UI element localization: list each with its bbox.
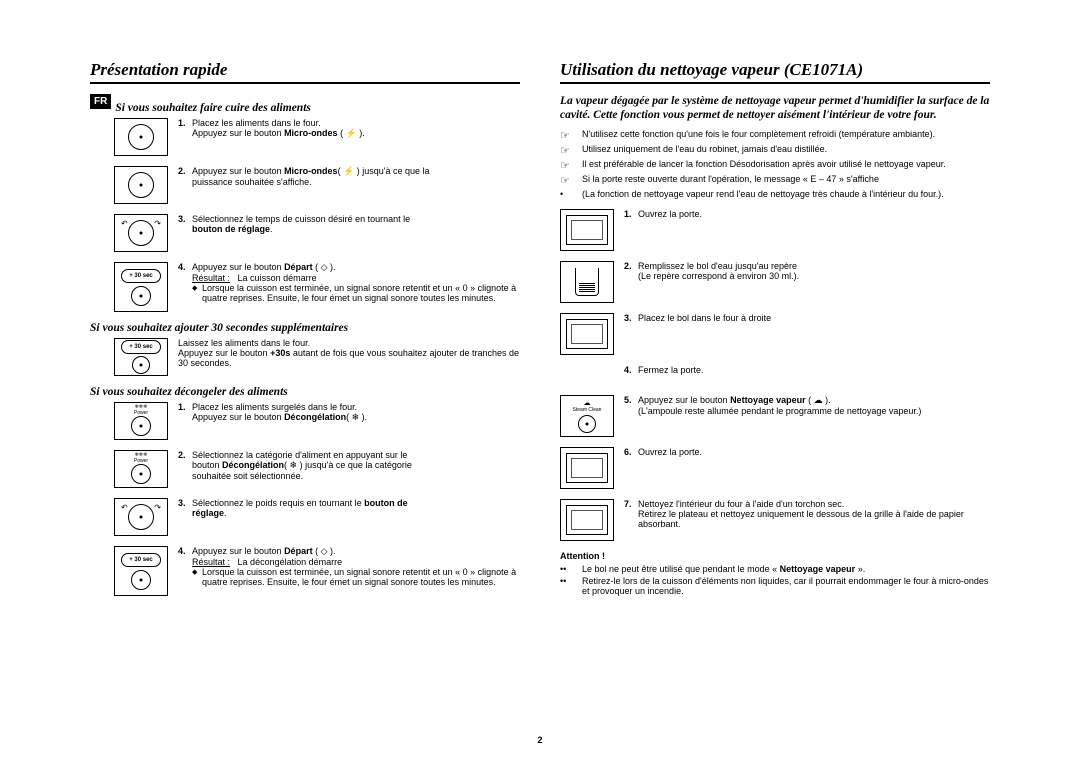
defrost-step-4: + 30 sec 4.Appuyez sur le bouton Départ … (114, 546, 520, 596)
steam-step-3: 3.Placez le bol dans le four à droite (560, 313, 990, 355)
hand-icon: ☞ (560, 144, 574, 157)
thirty-sec-step: + 30 sec Laissez les aliments dans le fo… (114, 338, 520, 376)
steam-step-6: 6.Ouvrez la porte. (560, 447, 990, 489)
attention-list: •Le bol ne peut être utilisé que pendant… (560, 564, 990, 596)
no-icon (560, 365, 614, 385)
defrost-step-1: ❄❄❄ Power 1.Placez les aliments surgelés… (114, 402, 520, 440)
hand-icon: ☞ (560, 159, 574, 172)
lang-badge: FR (90, 94, 111, 109)
steam-button-icon: ☁ Steam Clean (560, 395, 614, 437)
steam-step-4: 4.Fermez la porte. (560, 365, 990, 385)
start-icon: + 30 sec (114, 546, 168, 596)
section-30s: Si vous souhaitez ajouter 30 secondes su… (90, 322, 520, 376)
cook-step-2: 2.Appuyez sur le bouton Micro-ondes( ⚡ )… (114, 166, 520, 204)
microwave-open-icon (560, 209, 614, 251)
power-knob-icon: ❄❄❄ Power (114, 402, 168, 440)
section-cook: FR Si vous souhaitez faire cuire des ali… (90, 94, 520, 312)
cook-step-1: 1.Placez les aliments dans le four. Appu… (114, 118, 520, 156)
note-item: ☞Si la porte reste ouverte durant l'opér… (560, 174, 990, 187)
steam-steps: 1.Ouvrez la porte. 2.Remplissez le bol d… (560, 209, 990, 541)
section-cook-heading: Si vous souhaitez faire cuire des alimen… (115, 102, 311, 114)
right-intro: La vapeur dégagée par le système de nett… (560, 94, 990, 123)
cook-step-4: + 30 sec 4.Appuyez sur le bouton Départ … (114, 262, 520, 312)
section-defrost-heading: Si vous souhaitez décongeler des aliment… (90, 386, 520, 398)
knob-icon (114, 118, 168, 156)
steam-step-1: 1.Ouvrez la porte. (560, 209, 990, 251)
microwave-bowl-icon (560, 313, 614, 355)
note-item: ☞Il est préférable de lancer la fonction… (560, 159, 990, 172)
cup-icon (560, 261, 614, 303)
cook-step-3: ↶↷ 3.Sélectionnez le temps de cuisson dé… (114, 214, 520, 252)
section-defrost: Si vous souhaitez décongeler des aliment… (90, 386, 520, 596)
note-extra: •(La fonction de nettoyage vapeur rend l… (560, 189, 990, 199)
steam-step-2: 2.Remplissez le bol d'eau jusqu'au repèr… (560, 261, 990, 303)
defrost-step-2: ❄❄❄ Power 2.Sélectionnez la catégorie d'… (114, 450, 520, 488)
microwave-wipe-icon (560, 499, 614, 541)
steam-step-7: 7.Nettoyez l'intérieur du four à l'aide … (560, 499, 990, 541)
knob-icon (114, 166, 168, 204)
microwave-open-icon (560, 447, 614, 489)
page-number: 2 (537, 735, 542, 745)
power-knob-icon: ❄❄❄ Power (114, 450, 168, 488)
right-title: Utilisation du nettoyage vapeur (CE1071A… (560, 60, 990, 84)
left-column: Présentation rapide FR Si vous souhaitez… (90, 60, 520, 606)
left-title: Présentation rapide (90, 60, 520, 84)
start-icon: + 30 sec (114, 262, 168, 312)
hand-icon: ☞ (560, 129, 574, 142)
attention-heading: Attention ! (560, 551, 990, 561)
right-column: Utilisation du nettoyage vapeur (CE1071A… (560, 60, 990, 606)
dial-icon: ↶↷ (114, 214, 168, 252)
dial-icon: ↶↷ (114, 498, 168, 536)
attention-item: •Retirez-le lors de la cuisson d'élément… (560, 576, 990, 596)
note-item: ☞Utilisez uniquement de l'eau du robinet… (560, 144, 990, 157)
page-content: Présentation rapide FR Si vous souhaitez… (90, 60, 990, 606)
steam-step-5: ☁ Steam Clean 5.Appuyez sur le bouton Ne… (560, 395, 990, 437)
section-30s-heading: Si vous souhaitez ajouter 30 secondes su… (90, 322, 520, 334)
plus30-icon: + 30 sec (114, 338, 168, 376)
hand-icon: ☞ (560, 174, 574, 187)
notes-list: ☞N'utilisez cette fonction qu'une fois l… (560, 129, 990, 199)
note-item: ☞N'utilisez cette fonction qu'une fois l… (560, 129, 990, 142)
defrost-step-3: ↶↷ 3.Sélectionnez le poids requis en tou… (114, 498, 520, 536)
attention-item: •Le bol ne peut être utilisé que pendant… (560, 564, 990, 574)
